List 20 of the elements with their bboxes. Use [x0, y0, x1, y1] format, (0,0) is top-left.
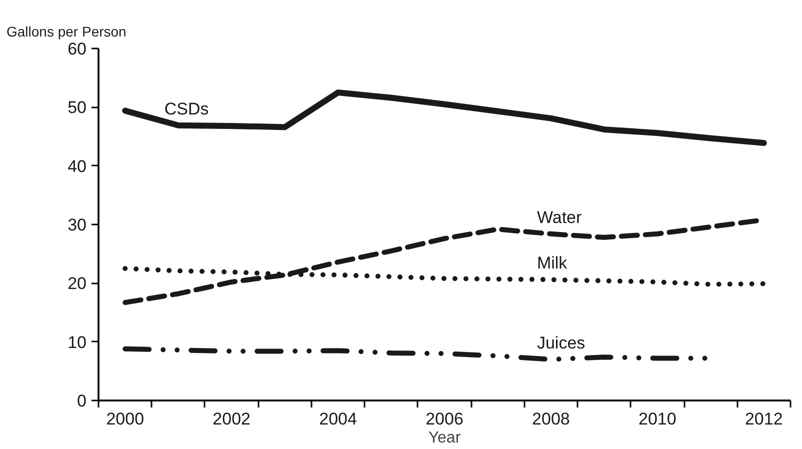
y-tick-label: 10 [68, 332, 87, 352]
y-tick-label: 30 [68, 216, 87, 234]
y-tick-label: 40 [68, 156, 87, 176]
x-axis-title: Year [428, 430, 462, 446]
series-label: Water [536, 208, 582, 227]
series-label: Juices [536, 333, 586, 352]
x-tick-label: 2000 [106, 410, 144, 428]
x-tick-label: 2008 [532, 410, 570, 428]
y-tick-label: 50 [68, 98, 87, 118]
y-tick-label: 60 [68, 40, 87, 58]
x-tick-label: 2012 [744, 410, 783, 428]
y-axis-title: Gallons per Person [6, 24, 126, 40]
x-tick-label: 2010 [638, 410, 676, 428]
y-tick-label: 0 [77, 392, 87, 410]
x-tick-label: 2002 [212, 410, 250, 428]
series-label: CSDs [164, 99, 209, 118]
series-label: Milk [536, 254, 568, 273]
y-tick-label: 20 [68, 274, 87, 294]
x-tick-label: 2004 [319, 410, 357, 428]
x-tick-label: 2006 [426, 410, 464, 428]
